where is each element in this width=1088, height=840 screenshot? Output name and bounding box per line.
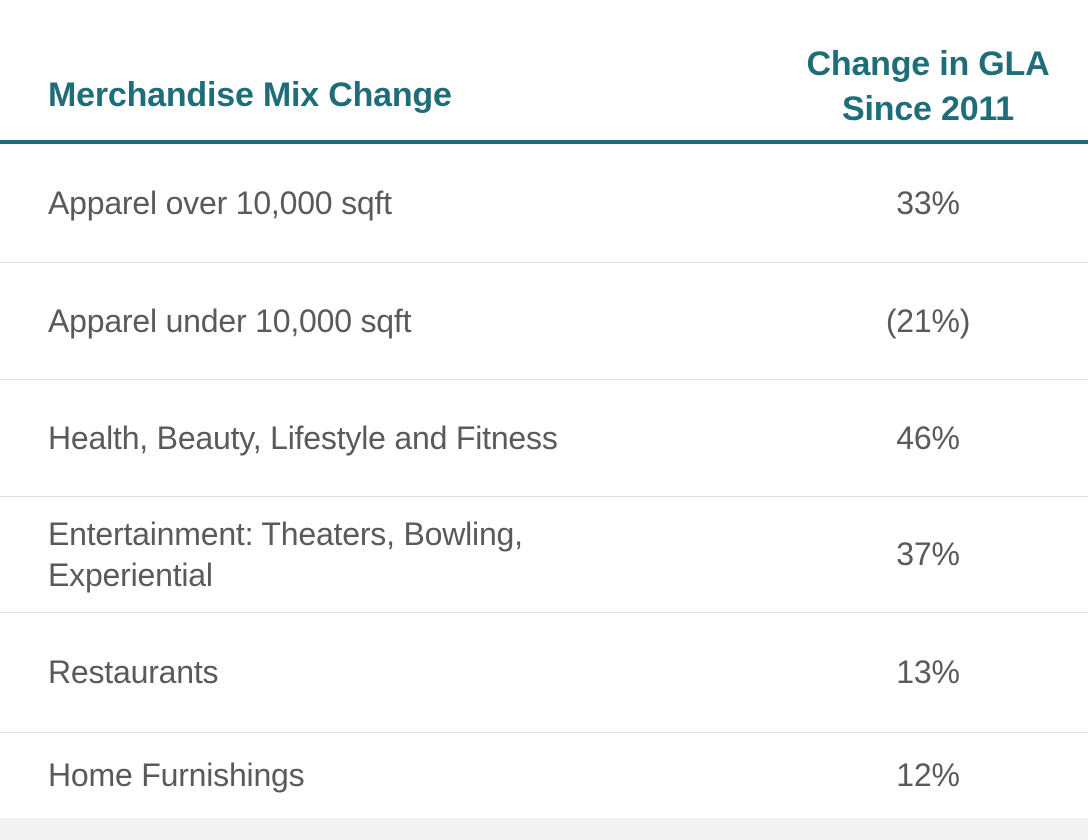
table-header-row: Merchandise Mix Change Change in GLA Sin… xyxy=(0,0,1088,144)
column-header-change-in-gla-label: Change in GLA Since 2011 xyxy=(806,45,1050,128)
row-value: 37% xyxy=(896,536,960,572)
row-label: Health, Beauty, Lifestyle and Fitness xyxy=(48,419,558,456)
row-value: 13% xyxy=(896,654,960,690)
table-row: Home Furnishings 12% xyxy=(0,733,1088,818)
table-row: Entertainment: Theaters, Bowling, Experi… xyxy=(0,497,1088,613)
column-header-change-in-gla: Change in GLA Since 2011 xyxy=(780,0,1076,140)
cropped-bottom-band xyxy=(0,818,1088,840)
row-value: 33% xyxy=(896,184,960,221)
row-label: Apparel under 10,000 sqft xyxy=(48,302,412,339)
table-row: Restaurants 13% xyxy=(0,613,1088,733)
table-row: Apparel over 10,000 sqft 33% xyxy=(0,144,1088,263)
table-row: Health, Beauty, Lifestyle and Fitness 46… xyxy=(0,380,1088,497)
row-label: Restaurants xyxy=(48,654,219,690)
row-label: Apparel over 10,000 sqft xyxy=(48,184,392,221)
column-header-merchandise-mix: Merchandise Mix Change xyxy=(0,0,780,140)
row-label: Home Furnishings xyxy=(48,757,305,793)
row-value: 12% xyxy=(896,757,960,793)
column-header-merchandise-mix-label: Merchandise Mix Change xyxy=(48,76,452,114)
row-value: (21%) xyxy=(885,302,971,339)
row-label: Entertainment: Theaters, Bowling, Experi… xyxy=(48,515,523,593)
row-value: 46% xyxy=(896,419,960,456)
table-row: Apparel under 10,000 sqft (21%) xyxy=(0,263,1088,380)
